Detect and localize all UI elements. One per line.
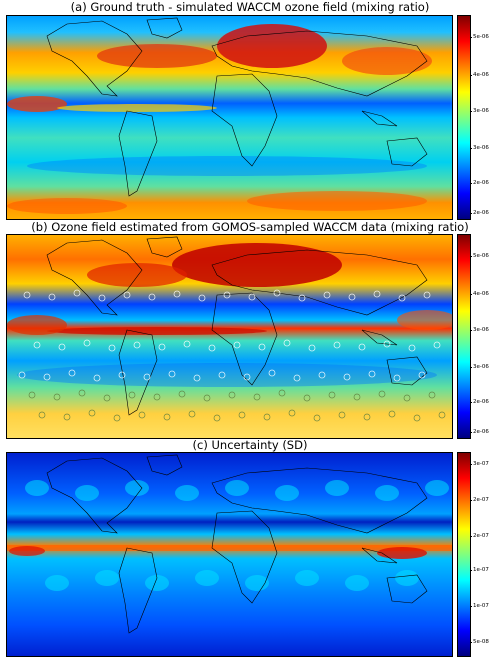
panel-c-colorbar — [457, 452, 471, 657]
panel-c-tick: 1e-07 — [470, 603, 489, 609]
panel-b-tick: 2e-06 — [470, 399, 489, 405]
panel-a-tick: 2e-06 — [470, 180, 489, 186]
panel-c-tick: 1e-07 — [470, 567, 489, 573]
panel-c-title: (c) Uncertainty (SD) — [192, 438, 308, 452]
panel-c-blobs — [25, 480, 449, 591]
panel-b-tick: 5e-06 — [470, 253, 489, 259]
panel-c-map — [6, 452, 453, 657]
panel-a-map — [6, 15, 453, 220]
panel-a-tick: 3e-06 — [470, 145, 489, 151]
panel-b-tick: 3e-06 — [470, 327, 489, 333]
panel-c-tick: 2e-07 — [470, 533, 489, 539]
panel-b-field — [7, 235, 452, 438]
panel-b-gomos-samples — [18, 289, 441, 382]
panel-c-coastlines — [46, 454, 428, 634]
panel-c-tick: 2e-07 — [470, 497, 489, 503]
panel-c-field — [7, 453, 452, 656]
panel-a-tick: 2e-06 — [470, 210, 489, 216]
panel-c-tick: 3e-07 — [470, 461, 489, 467]
panel-b-gomos-samples-south — [28, 389, 446, 422]
panel-a-colorbar — [457, 15, 471, 220]
panel-a-coastlines — [46, 17, 428, 197]
panel-b-tick: 3e-06 — [470, 364, 489, 370]
panel-a-title: (a) Ground truth - simulated WACCM ozone… — [70, 0, 430, 14]
panel-a-tick: 4e-06 — [470, 72, 489, 78]
panel-c-colorbar-ticks: 3e-07 2e-07 2e-07 1e-07 1e-07 5e-08 — [470, 452, 500, 657]
panel-b-map — [6, 234, 453, 439]
panel-a-tick: 3e-06 — [470, 108, 489, 114]
panel-b-tick: 4e-06 — [470, 291, 489, 297]
panel-c-tick: 5e-08 — [470, 639, 489, 645]
panel-a-tick: 5e-06 — [470, 34, 489, 40]
panel-b-colorbar-ticks: 5e-06 4e-06 3e-06 3e-06 2e-06 2e-06 — [470, 234, 500, 439]
panel-b-coastlines — [46, 236, 428, 416]
panel-a-colorbar-ticks: 5e-06 4e-06 3e-06 3e-06 2e-06 2e-06 — [470, 15, 500, 220]
panel-b-title: (b) Ozone field estimated from GOMOS-sam… — [31, 220, 469, 234]
panel-b-colorbar — [457, 234, 471, 439]
panel-b-tick: 2e-06 — [470, 429, 489, 435]
panel-a-field — [7, 16, 452, 219]
